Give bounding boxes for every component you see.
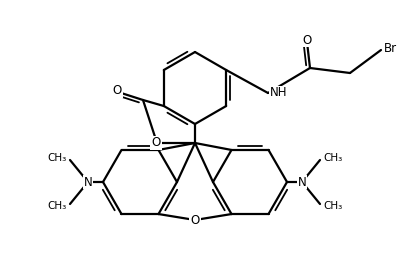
Text: CH₃: CH₃ [323, 201, 342, 211]
Text: N: N [84, 176, 93, 188]
Text: O: O [152, 137, 161, 150]
Text: CH₃: CH₃ [323, 153, 342, 163]
Text: O: O [112, 85, 122, 97]
Text: NH: NH [270, 86, 288, 100]
Text: N: N [298, 176, 306, 188]
Text: O: O [302, 34, 311, 46]
Text: CH₃: CH₃ [48, 153, 67, 163]
Text: Br: Br [384, 41, 397, 54]
Text: CH₃: CH₃ [48, 201, 67, 211]
Text: O: O [190, 214, 200, 227]
